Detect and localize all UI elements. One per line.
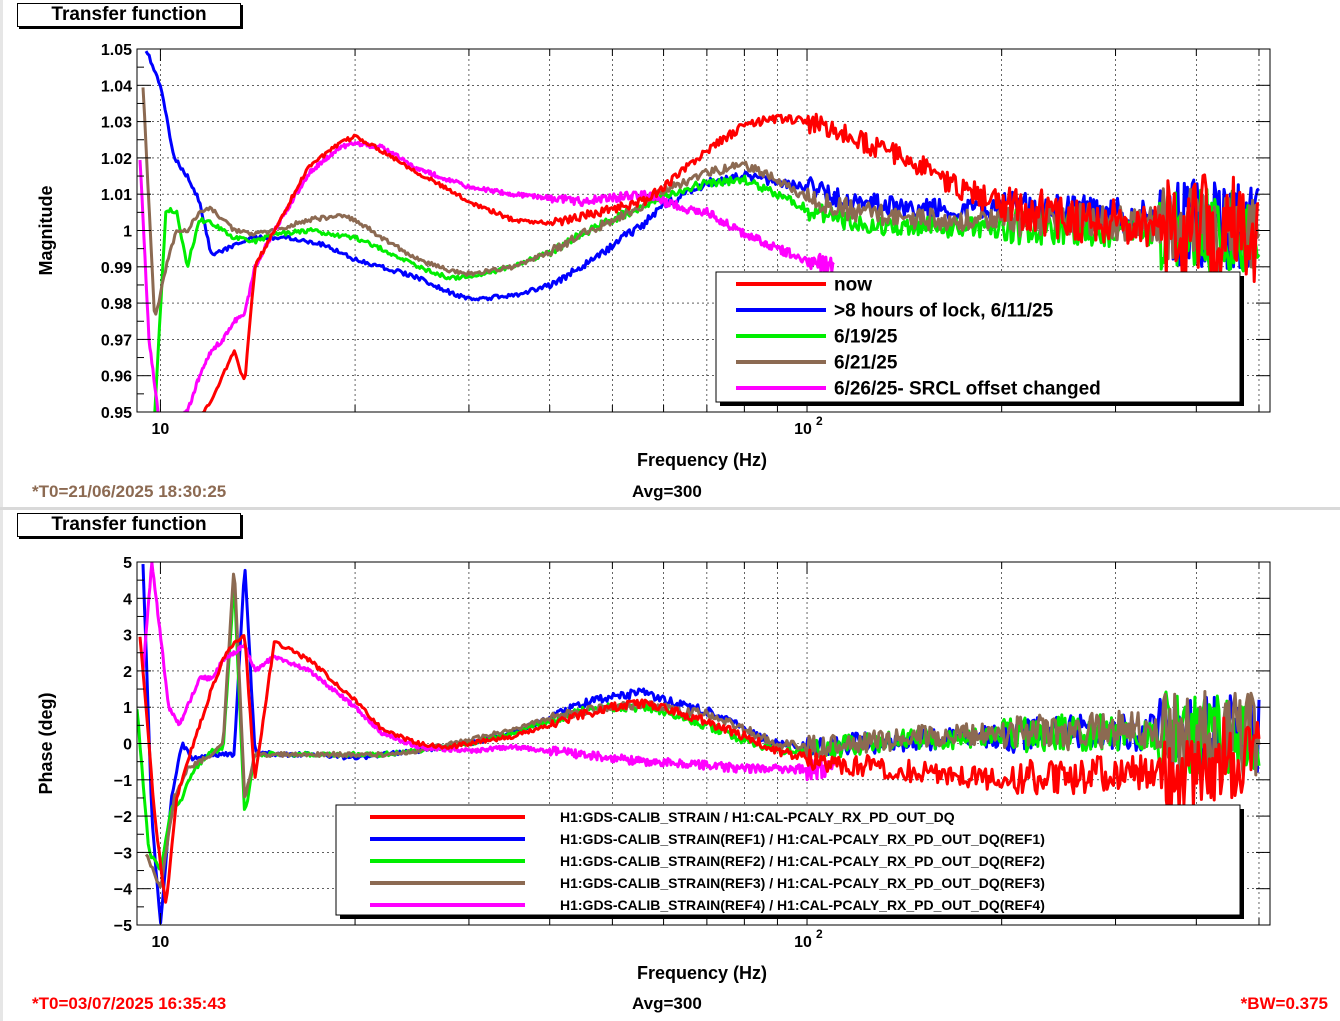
y-tick-label: −3 xyxy=(114,845,132,862)
x-tick-labels: 10 10 2 xyxy=(152,414,824,438)
legend: H1:GDS-CALIB_STRAIN / H1:CAL-PCALY_RX_PD… xyxy=(335,804,1244,919)
y-axis: −5 −4 −3 −2 −1 0 1 2 3 4 5 xyxy=(114,555,1270,935)
legend-label: >8 hours of lock, 6/11/25 xyxy=(834,301,1054,322)
legend-label: 6/26/25- SRCL offset changed xyxy=(834,379,1101,400)
legend: now >8 hours of lock, 6/11/25 6/19/25 6/21/… xyxy=(715,271,1244,406)
phase-panel: Transfer function −5 −4 −3 −2 −1 0 1 2 3 4 5 10 10 2 F… xyxy=(0,510,1340,1021)
bw-label: *BW=0.375 xyxy=(1240,994,1328,1013)
avg-label: Avg=300 xyxy=(632,994,702,1013)
x-tick-label: 10 xyxy=(794,934,812,951)
t0-label: *T0=21/06/2025 18:30:25 xyxy=(32,482,227,501)
panel-divider[interactable] xyxy=(0,507,1340,511)
y-tick-label: 1 xyxy=(123,700,132,717)
y-axis-title: Phase (deg) xyxy=(36,692,56,794)
y-tick-label: 0.97 xyxy=(101,332,132,349)
legend-label: H1:GDS-CALIB_STRAIN(REF1) / H1:CAL-PCALY… xyxy=(560,831,1045,847)
x-axis-title: Frequency (Hz) xyxy=(637,963,767,983)
series-line xyxy=(141,562,836,782)
y-tick-label: 1.01 xyxy=(101,187,132,204)
panel-edge xyxy=(0,510,3,1021)
x-tick-exponent: 2 xyxy=(816,414,823,428)
series-group xyxy=(138,50,1261,412)
grid xyxy=(137,48,1270,413)
y-tick-label: −4 xyxy=(114,882,132,899)
series-line xyxy=(201,112,1260,412)
y-tick-label: 0.99 xyxy=(101,260,132,277)
x-axis-title: Frequency (Hz) xyxy=(637,450,767,470)
legend-label: now xyxy=(834,275,872,296)
magnitude-panel: Transfer function 0.95 0.96 0.97 0.98 0.99 1 1… xyxy=(0,0,1340,508)
y-tick-label: −2 xyxy=(114,809,132,826)
panel-edge xyxy=(0,0,3,508)
y-axis-title: Magnitude xyxy=(36,186,56,276)
phase-chart: −5 −4 −3 −2 −1 0 1 2 3 4 5 10 10 2 Frequency (Hz) Phase… xyxy=(36,555,1271,983)
y-tick-label: 1.03 xyxy=(101,115,132,132)
series-line xyxy=(144,572,1261,889)
y-tick-label: 0.96 xyxy=(101,369,132,386)
panel-title-button[interactable]: Transfer function xyxy=(17,513,241,537)
series-group xyxy=(137,562,1261,925)
x-tick-labels: 10 10 2 xyxy=(152,927,824,951)
y-tick-label: −5 xyxy=(114,918,132,935)
x-tick-exponent: 2 xyxy=(816,927,823,941)
legend-label: H1:GDS-CALIB_STRAIN(REF2) / H1:CAL-PCALY… xyxy=(560,853,1045,869)
x-tick-label: 10 xyxy=(152,421,170,438)
y-tick-label: 3 xyxy=(123,628,132,645)
t0-label: *T0=03/07/2025 16:35:43 xyxy=(32,994,227,1013)
y-tick-label: 0 xyxy=(123,737,132,754)
series-line xyxy=(144,50,1260,302)
panel-title-button[interactable]: Transfer function xyxy=(17,3,241,27)
y-tick-label: 4 xyxy=(123,591,132,608)
legend-label: H1:GDS-CALIB_STRAIN(REF3) / H1:CAL-PCALY… xyxy=(560,875,1045,891)
y-tick-label: 1 xyxy=(123,224,132,241)
y-tick-label: −1 xyxy=(114,773,132,790)
y-tick-label: 1.05 xyxy=(101,42,132,59)
y-tick-label: 0.98 xyxy=(101,296,132,313)
legend-label: H1:GDS-CALIB_STRAIN / H1:CAL-PCALY_RX_PD… xyxy=(560,809,955,825)
legend-label: 6/21/25 xyxy=(834,353,898,374)
y-tick-label: 0.95 xyxy=(101,405,132,422)
x-tick-label: 10 xyxy=(152,934,170,951)
magnitude-chart: 0.95 0.96 0.97 0.98 0.99 1 1.01 1.02 1.03 1.04 1.0… xyxy=(36,42,1271,470)
legend-label: 6/19/25 xyxy=(834,327,898,348)
y-tick-label: 1.02 xyxy=(101,151,132,168)
x-ticks xyxy=(159,49,1260,412)
legend-label: H1:GDS-CALIB_STRAIN(REF4) / H1:CAL-PCALY… xyxy=(560,897,1045,913)
y-tick-label: 5 xyxy=(123,555,132,572)
x-ticks xyxy=(159,562,1260,925)
x-tick-label: 10 xyxy=(794,421,812,438)
avg-label: Avg=300 xyxy=(632,482,702,501)
y-axis: 0.95 0.96 0.97 0.98 0.99 1 1.01 1.02 1.03 1.04 1.0… xyxy=(101,42,1270,422)
y-tick-label: 2 xyxy=(123,664,132,681)
series-line xyxy=(138,634,1261,904)
y-tick-label: 1.04 xyxy=(101,78,132,95)
